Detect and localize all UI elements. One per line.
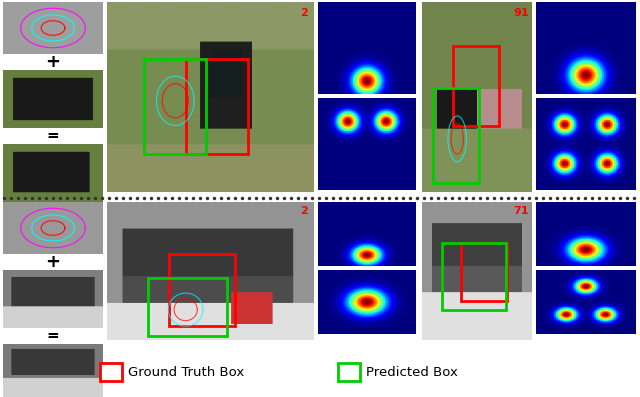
Bar bbox=[186, 59, 248, 154]
Text: =: = bbox=[47, 328, 60, 343]
Text: 2: 2 bbox=[300, 206, 308, 216]
Text: Ground Truth Box: Ground Truth Box bbox=[128, 366, 244, 378]
Text: +: + bbox=[45, 53, 61, 71]
Bar bbox=[169, 254, 236, 326]
Bar bbox=[461, 243, 507, 301]
Text: 91: 91 bbox=[513, 8, 529, 18]
Text: 2: 2 bbox=[300, 8, 308, 18]
Text: 71: 71 bbox=[513, 206, 529, 216]
Bar bbox=[338, 363, 360, 381]
Bar bbox=[148, 278, 227, 336]
Bar bbox=[433, 87, 479, 183]
Text: +: + bbox=[45, 253, 61, 271]
Bar bbox=[442, 243, 506, 310]
Bar bbox=[453, 46, 499, 125]
Bar bbox=[100, 363, 122, 381]
Bar bbox=[144, 59, 206, 154]
Text: =: = bbox=[47, 129, 60, 143]
Text: Predicted Box: Predicted Box bbox=[366, 366, 458, 378]
